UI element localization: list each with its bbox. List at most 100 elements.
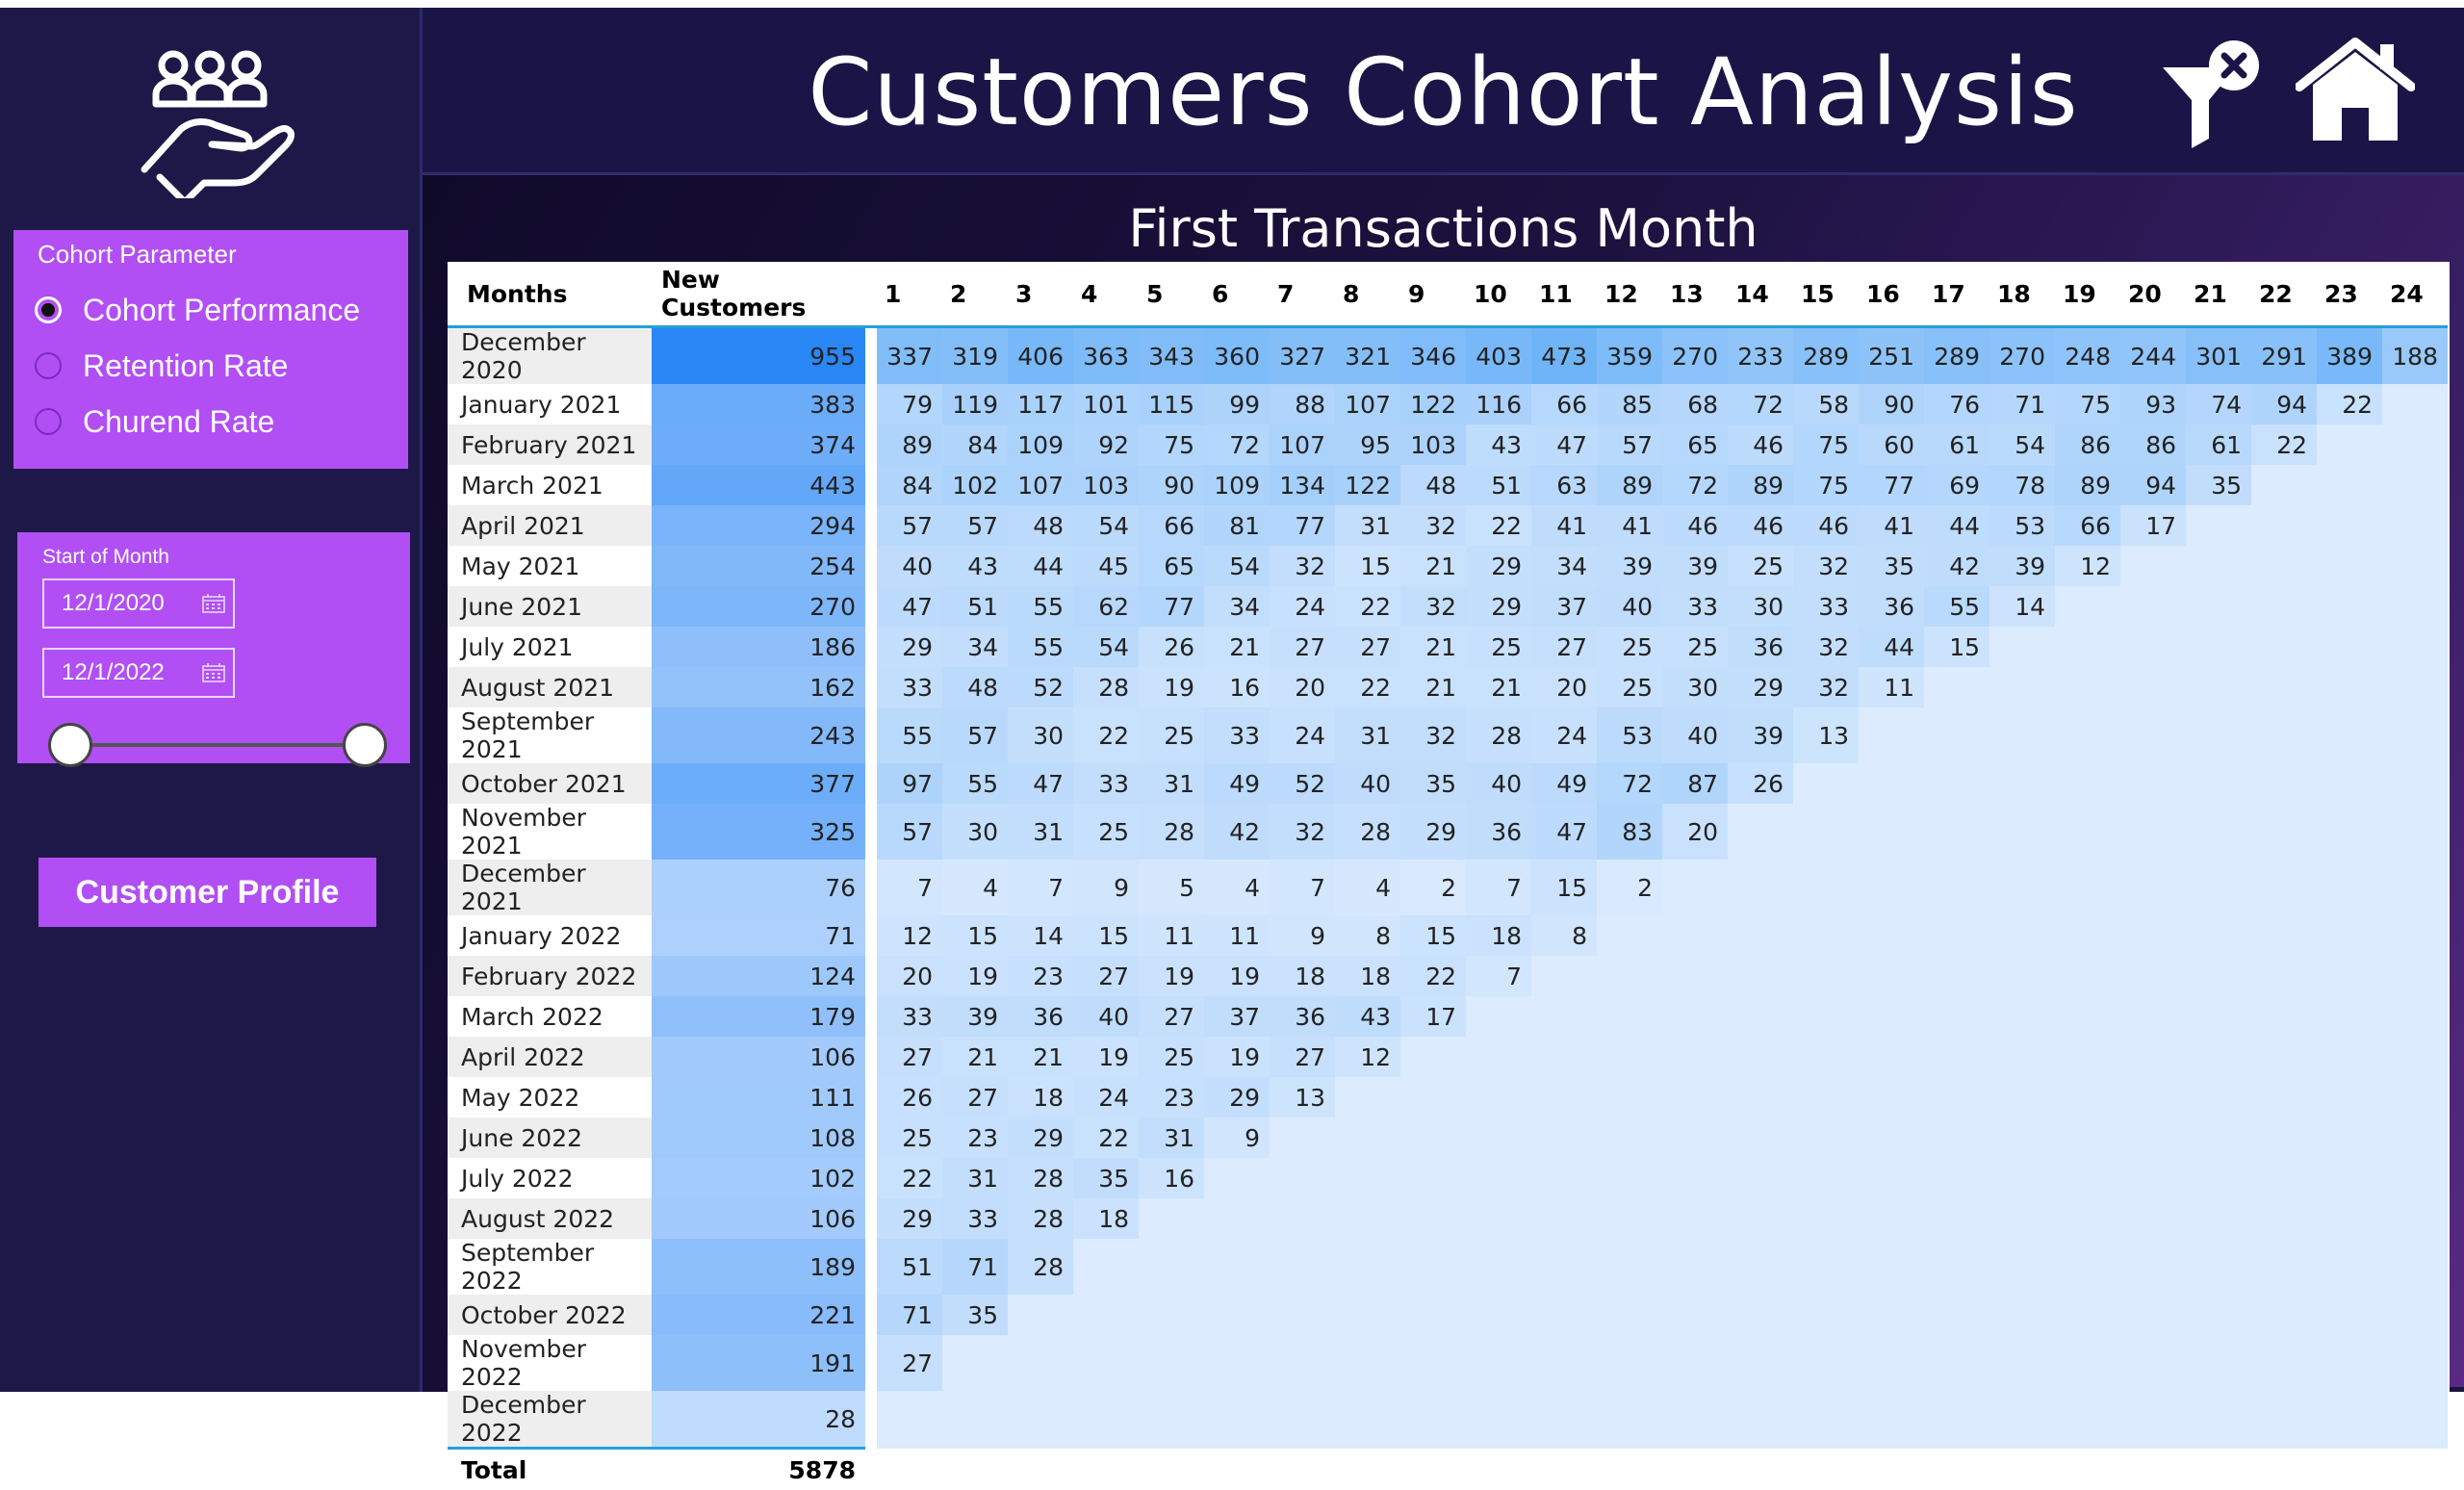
start-date-input[interactable]: 12/1/2020 <box>42 578 235 629</box>
cohort-value-cell: 9 <box>1204 1118 1270 1158</box>
cohort-value-cell: 40 <box>1335 763 1400 804</box>
date-slider-track[interactable] <box>71 743 387 747</box>
cohort-value-cell: 17 <box>2120 505 2186 546</box>
home-icon[interactable] <box>2296 37 2415 144</box>
cohort-value-cell: 28 <box>1335 804 1400 860</box>
column-header-period[interactable]: 19 <box>2055 262 2120 327</box>
radio-churend-rate[interactable]: Churend Rate <box>35 399 274 444</box>
column-header-period[interactable]: 4 <box>1073 262 1139 327</box>
column-header-period[interactable]: 15 <box>1793 262 1859 327</box>
date-slider-start-handle[interactable] <box>48 723 92 767</box>
cohort-value-cell: 99 <box>1204 384 1270 424</box>
column-header-period[interactable]: 3 <box>1008 262 1073 327</box>
column-header-new-customers[interactable]: New Customers <box>652 262 865 327</box>
cohort-value-cell: 32 <box>1400 586 1466 627</box>
radio-cohort-performance[interactable]: Cohort Performance <box>35 288 360 332</box>
cohort-value-cell <box>2120 915 2186 956</box>
cohort-value-cell: 27 <box>942 1077 1008 1118</box>
new-customers-cell: 111 <box>652 1077 865 1118</box>
radio-retention-rate[interactable]: Retention Rate <box>35 344 288 388</box>
end-date-input[interactable]: 12/1/2022 <box>42 648 235 698</box>
column-header-period[interactable]: 11 <box>1531 262 1597 327</box>
cohort-value-cell <box>2186 1335 2251 1391</box>
cohort-value-cell <box>2186 707 2251 763</box>
cohort-value-cell <box>2055 1239 2120 1295</box>
radio-button[interactable] <box>35 408 62 435</box>
column-header-period[interactable]: 6 <box>1204 262 1270 327</box>
column-header-period[interactable]: 12 <box>1597 262 1662 327</box>
cohort-value-cell <box>1859 1198 1924 1239</box>
column-header-period[interactable]: 20 <box>2120 262 2186 327</box>
cohort-value-cell <box>1793 1335 1859 1391</box>
column-header-period[interactable]: 2 <box>942 262 1008 327</box>
cohort-value-cell: 115 <box>1139 384 1204 424</box>
cohort-value-cell: 23 <box>1008 956 1073 996</box>
cohort-value-cell <box>1924 1077 1989 1118</box>
column-header-period[interactable]: 17 <box>1924 262 1989 327</box>
customer-profile-button[interactable]: Customer Profile <box>38 858 376 927</box>
cohort-value-cell <box>2055 1118 2120 1158</box>
column-header-period[interactable]: 10 <box>1466 262 1531 327</box>
calendar-icon[interactable] <box>202 663 225 682</box>
cohort-value-cell <box>2317 1295 2382 1335</box>
column-header-months[interactable]: Months <box>448 262 652 327</box>
cohort-value-cell: 89 <box>1597 465 1662 505</box>
radio-label: Cohort Performance <box>83 293 360 328</box>
column-header-period[interactable]: 16 <box>1859 262 1924 327</box>
column-header-period[interactable]: 13 <box>1662 262 1728 327</box>
new-customers-cell: 254 <box>652 546 865 586</box>
cohort-value-cell <box>1466 1198 1531 1239</box>
column-header-period[interactable]: 8 <box>1335 262 1400 327</box>
column-header-period[interactable]: 14 <box>1728 262 1793 327</box>
radio-button-selected[interactable] <box>35 296 62 323</box>
column-spacer-cell <box>865 915 877 956</box>
cohort-value-cell: 89 <box>1728 465 1793 505</box>
column-header-period[interactable]: 24 <box>2382 262 2448 327</box>
column-header-period[interactable]: 9 <box>1400 262 1466 327</box>
column-header-period[interactable]: 18 <box>1989 262 2055 327</box>
filter-clear-icon[interactable] <box>2161 37 2261 152</box>
cohort-value-cell: 11 <box>1139 915 1204 956</box>
column-header-period[interactable]: 1 <box>877 262 942 327</box>
cohort-value-cell: 29 <box>1466 586 1531 627</box>
column-header-period[interactable]: 7 <box>1270 262 1335 327</box>
cohort-value-cell: 19 <box>1204 956 1270 996</box>
column-header-period[interactable]: 5 <box>1139 262 1204 327</box>
date-slider-end-handle[interactable] <box>343 723 387 767</box>
column-header-period[interactable]: 23 <box>2317 262 2382 327</box>
row-month-label: August 2021 <box>448 667 652 707</box>
radio-button[interactable] <box>35 352 62 379</box>
cohort-value-cell: 52 <box>1008 667 1073 707</box>
cohort-value-cell: 54 <box>1073 505 1139 546</box>
calendar-icon[interactable] <box>202 594 225 613</box>
cohort-value-cell: 51 <box>877 1239 942 1295</box>
column-header-period[interactable]: 21 <box>2186 262 2251 327</box>
column-header-period[interactable]: 22 <box>2251 262 2317 327</box>
row-month-label: January 2022 <box>448 915 652 956</box>
